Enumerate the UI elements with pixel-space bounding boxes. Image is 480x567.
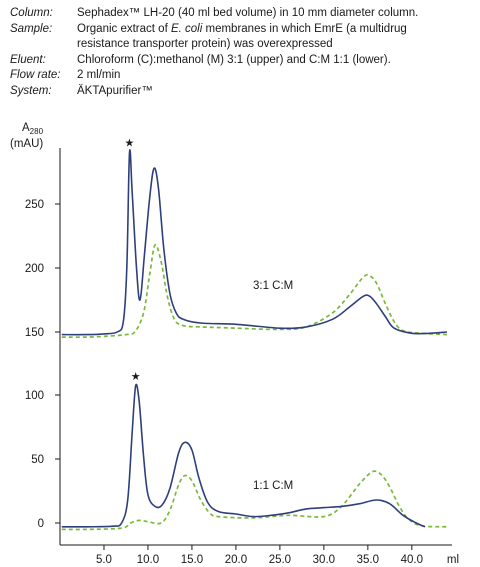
upper-dashed-trace xyxy=(61,243,448,339)
y-tick-label: 0 xyxy=(38,518,44,530)
lower-series-label: 1:1 C:M xyxy=(253,480,293,492)
x-tick-label: 10.0 xyxy=(137,554,159,566)
info-row: System: ÄKTApurifier™ xyxy=(10,84,475,100)
x-tick-label: 35.0 xyxy=(357,554,379,566)
x-tick-label: 30.0 xyxy=(313,554,335,566)
lower-peak-star-icon: ★ xyxy=(131,371,141,383)
info-key: Sample: xyxy=(10,22,53,35)
x-tick-label: 20.0 xyxy=(225,554,247,566)
y-tick-label: 100 xyxy=(25,390,44,402)
info-value: 2 ml/min xyxy=(77,68,475,84)
x-tick-label: 40.0 xyxy=(401,554,423,566)
info-key: System: xyxy=(10,84,52,97)
info-key: Column: xyxy=(10,7,53,19)
info-key: Eluent: xyxy=(10,53,46,66)
info-value-line: ÄKTApurifier™ xyxy=(77,84,153,97)
lower-dashed-trace xyxy=(61,470,448,531)
info-value: Sephadex™ LH-20 (40 ml bed volume) in 10… xyxy=(77,6,475,22)
upper-series-label: 3:1 C:M xyxy=(253,280,293,292)
info-value-line: Chloroform (C):methanol (M) 3:1 (upper) … xyxy=(77,53,391,66)
y-tick-label: 150 xyxy=(25,327,44,339)
info-value-line: Sephadex™ LH-20 (40 ml bed volume) in 10… xyxy=(77,7,419,19)
info-row: Flow rate: 2 ml/min xyxy=(10,68,475,84)
y-tick-label: 250 xyxy=(25,199,44,211)
info-value: Chloroform (C):methanol (M) 3:1 (upper) … xyxy=(77,53,475,69)
x-axis-unit: ml xyxy=(447,554,459,566)
info-value-line: Organic extract of E. coli membranes in … xyxy=(77,22,407,35)
info-value-line: resistance transporter protein) was over… xyxy=(77,38,333,50)
info-value: Organic extract of E. coli membranes in … xyxy=(77,22,475,53)
upper-solid-trace xyxy=(61,149,448,336)
y-tick-label: 50 xyxy=(31,454,44,466)
info-key: Flow rate: xyxy=(10,69,61,81)
y-tick-label: 200 xyxy=(25,263,44,275)
sample-info-block: Column: Sephadex™ LH-20 (40 ml bed volume… xyxy=(10,6,475,99)
upper-peak-star-icon: ★ xyxy=(125,138,135,150)
info-row: Eluent: Chloroform (C):methanol (M) 3:1 (… xyxy=(10,53,475,69)
y-axis-unit: (mAU) xyxy=(10,138,43,150)
y-axis-label: A280 xyxy=(22,122,44,136)
info-value: ÄKTApurifier™ xyxy=(77,84,475,100)
x-tick-label: 25.0 xyxy=(269,554,291,566)
info-row: Sample: Organic extract of E. coli membra… xyxy=(10,22,475,53)
lower-solid-trace xyxy=(61,383,426,528)
info-row: Column: Sephadex™ LH-20 (40 ml bed volume… xyxy=(10,6,475,22)
info-value-line: 2 ml/min xyxy=(77,69,121,81)
x-tick-label: 15.0 xyxy=(181,554,203,566)
x-tick-label: 5.0 xyxy=(96,554,112,566)
